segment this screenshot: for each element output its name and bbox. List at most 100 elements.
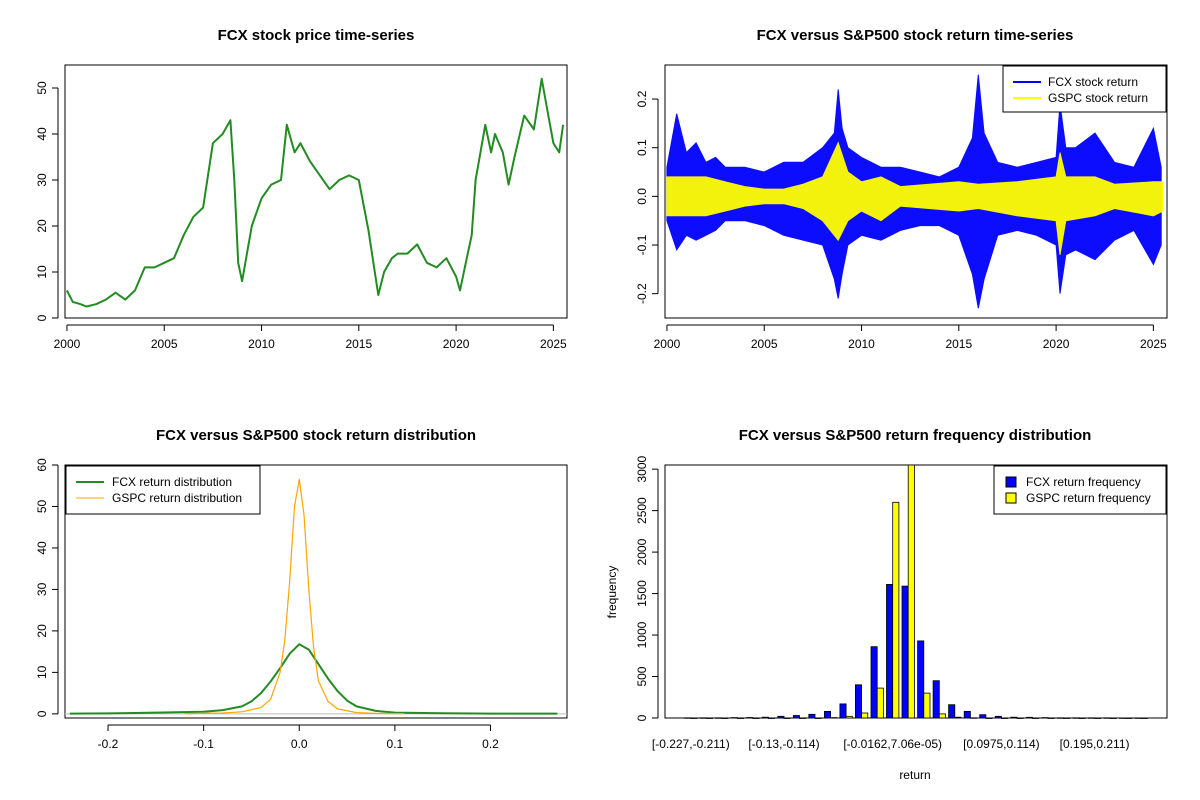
x-tick-label: [-0.0162,7.06e-05) bbox=[843, 737, 942, 751]
gspc-frequency-bar bbox=[1078, 717, 1086, 719]
y-tick-label: 20 bbox=[35, 219, 49, 233]
x-tick-label: [0.0975,0.114) bbox=[963, 737, 1040, 751]
gspc-frequency-bar bbox=[1140, 717, 1148, 719]
fcx-frequency-bar bbox=[1025, 716, 1033, 719]
y-tick-label: 60 bbox=[35, 458, 49, 472]
fcx-frequency-bar bbox=[715, 717, 723, 719]
x-tick-label: 0.0 bbox=[291, 737, 308, 751]
density-legend-label-fcx: FCX return distribution bbox=[112, 475, 232, 489]
y-tick-label: 50 bbox=[35, 499, 49, 513]
x-tick-label: [-0.227,-0.211) bbox=[652, 737, 730, 751]
gspc-frequency-bar bbox=[876, 687, 884, 719]
gspc-frequency-bar bbox=[1125, 717, 1133, 719]
gspc-frequency-bar bbox=[737, 717, 745, 719]
gspc-frequency-bar bbox=[1094, 717, 1102, 719]
y-tick-label: 0 bbox=[35, 314, 49, 321]
density-x-axis: -0.2 -0.1 0.0 0.1 0.2 bbox=[98, 724, 499, 751]
fcx-frequency-bar bbox=[699, 717, 707, 719]
density-chart: FCX versus S&P500 stock return distribut… bbox=[35, 427, 568, 751]
fcx-frequency-bar bbox=[932, 680, 940, 719]
fcx-frequency-bar bbox=[1119, 717, 1127, 719]
returns-legend-label-fcx: FCX stock return bbox=[1048, 75, 1138, 89]
gspc-frequency-bar bbox=[861, 712, 869, 719]
gspc-frequency-bar bbox=[830, 717, 838, 719]
gspc-frequency-bar bbox=[923, 692, 931, 719]
fcx-frequency-bar bbox=[808, 713, 816, 719]
y-tick-label: 10 bbox=[35, 665, 49, 679]
fcx-frequency-bar bbox=[730, 717, 738, 719]
x-tick-label: 2015 bbox=[945, 337, 972, 351]
histogram-bar-layer bbox=[684, 464, 1148, 719]
x-tick-label: 2005 bbox=[751, 337, 778, 351]
price-chart-title: FCX stock price time-series bbox=[218, 27, 415, 44]
returns-x-axis: 2000 2005 2010 2015 2020 2025 bbox=[654, 324, 1167, 351]
gspc-frequency-bar bbox=[799, 717, 807, 719]
fcx-frequency-bar bbox=[1088, 717, 1096, 719]
x-tick-label: -0.2 bbox=[98, 737, 119, 751]
histogram-y-axis: 0 500 1000 1500 2000 2500 3000 bbox=[635, 455, 659, 721]
density-legend: FCX return distribution GSPC return dist… bbox=[65, 465, 261, 515]
fcx-frequency-bar bbox=[963, 711, 971, 719]
y-tick-label: 30 bbox=[35, 582, 49, 596]
gspc-frequency-bar bbox=[783, 717, 791, 719]
price-x-axis: 2000 2005 2010 2015 2020 2025 bbox=[54, 324, 567, 351]
fcx-frequency-bar bbox=[870, 646, 878, 719]
x-tick-label: [0.195,0.211) bbox=[1060, 737, 1130, 751]
y-tick-label: 30 bbox=[35, 173, 49, 187]
fcx-frequency-bar bbox=[994, 715, 1002, 719]
gspc-return-series bbox=[666, 141, 1164, 255]
histogram-x-axis: [-0.227,-0.211) [-0.13,-0.114) [-0.0162,7.… bbox=[652, 737, 1130, 751]
x-tick-label: 2025 bbox=[1140, 337, 1167, 351]
gspc-frequency-bar bbox=[1001, 717, 1009, 719]
histogram-legend-label-gspc: GSPC return frequency bbox=[1026, 491, 1151, 505]
gspc-frequency-bar bbox=[938, 713, 946, 719]
gspc-frequency-bar bbox=[1047, 717, 1055, 719]
returns-legend-label-gspc: GSPC stock return bbox=[1048, 91, 1148, 105]
x-tick-label: 0.2 bbox=[482, 737, 499, 751]
fcx-frequency-bar bbox=[855, 684, 863, 719]
returns-chart: FCX versus S&P500 stock return time-seri… bbox=[635, 27, 1168, 351]
returns-legend-box bbox=[1002, 65, 1167, 113]
fcx-frequency-bar bbox=[979, 714, 987, 719]
y-tick-label: 0 bbox=[635, 714, 649, 721]
y-tick-label: 0.2 bbox=[635, 90, 649, 107]
x-tick-label: 2025 bbox=[540, 337, 567, 351]
gspc-frequency-bar bbox=[814, 717, 822, 719]
fcx-frequency-bar bbox=[761, 716, 769, 719]
y-tick-label: 0.1 bbox=[635, 139, 649, 156]
y-tick-label: 3000 bbox=[635, 455, 649, 482]
histogram-y-label: frequency bbox=[605, 566, 619, 619]
y-tick-label: 50 bbox=[35, 81, 49, 95]
gspc-density-line bbox=[184, 478, 405, 715]
y-tick-label: 2000 bbox=[635, 538, 649, 565]
x-tick-label: 2010 bbox=[248, 337, 275, 351]
gspc-frequency-bar bbox=[892, 501, 900, 719]
histogram-legend: FCX return frequency GSPC return frequen… bbox=[993, 465, 1167, 515]
histogram-plot-frame bbox=[664, 464, 1168, 719]
y-tick-label: 500 bbox=[635, 666, 649, 686]
gspc-frequency-bar bbox=[705, 717, 713, 719]
density-y-axis: 0 10 20 30 40 50 60 bbox=[35, 458, 59, 717]
histogram-legend-box bbox=[993, 465, 1167, 515]
fcx-frequency-bar bbox=[1134, 717, 1142, 719]
returns-band-layer bbox=[666, 74, 1164, 309]
gspc-frequency-bar bbox=[907, 464, 915, 719]
histogram-legend-label-fcx: FCX return frequency bbox=[1026, 475, 1141, 489]
y-tick-label: 1500 bbox=[635, 580, 649, 607]
gspc-frequency-bar bbox=[970, 717, 978, 719]
gspc-frequency-bar bbox=[690, 717, 698, 719]
gspc-frequency-bar bbox=[1032, 717, 1040, 719]
histogram-x-label: return bbox=[899, 768, 930, 782]
x-tick-label: 2005 bbox=[151, 337, 178, 351]
y-tick-label: 20 bbox=[35, 624, 49, 638]
histogram-legend-swatch-fcx bbox=[1005, 476, 1017, 488]
density-line-layer bbox=[65, 478, 567, 715]
fcx-density-line bbox=[69, 643, 558, 715]
gspc-frequency-bar bbox=[985, 717, 993, 719]
gspc-frequency-bar bbox=[1063, 717, 1071, 719]
fcx-frequency-bar bbox=[792, 715, 800, 719]
density-plot-frame bbox=[64, 464, 568, 719]
y-tick-label: 40 bbox=[35, 127, 49, 141]
fcx-frequency-bar bbox=[1072, 717, 1080, 719]
